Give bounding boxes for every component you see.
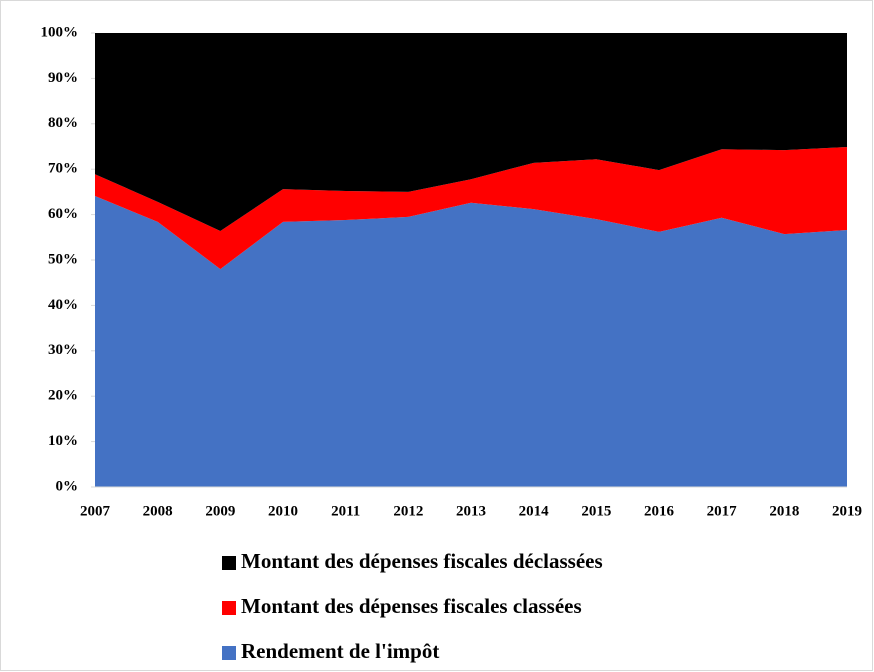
x-tick-label: 2009: [205, 503, 235, 519]
y-tick-label: 30%: [48, 342, 78, 358]
x-tick-label: 2015: [581, 503, 611, 519]
legend-label: Rendement de l'impôt: [241, 639, 439, 663]
x-tick-label: 2012: [393, 503, 423, 519]
x-tick-label: 2014: [519, 503, 550, 519]
x-tick-label: 2016: [644, 503, 675, 519]
x-tick-label: 2017: [707, 503, 738, 519]
x-tick-label: 2019: [832, 503, 862, 519]
x-tick-label: 2011: [331, 503, 360, 519]
y-tick-label: 60%: [48, 206, 78, 222]
y-tick-label: 80%: [48, 115, 78, 131]
y-tick-label: 20%: [48, 388, 78, 404]
x-tick-label: 2007: [80, 503, 111, 519]
y-tick-label: 50%: [48, 251, 78, 267]
x-tick-label: 2018: [769, 503, 799, 519]
x-tick-label: 2010: [268, 503, 298, 519]
legend-label: Montant des dépenses fiscales déclassées: [241, 549, 603, 573]
y-tick-label: 100%: [41, 24, 79, 40]
y-tick-label: 10%: [48, 433, 78, 449]
area: [95, 195, 847, 487]
y-tick-label: 90%: [48, 70, 78, 86]
y-tick-label: 40%: [48, 297, 78, 313]
x-tick-label: 2008: [143, 503, 173, 519]
x-tick-label: 2013: [456, 503, 486, 519]
y-tick-label: 0%: [56, 478, 79, 494]
y-tick-label: 70%: [48, 161, 78, 177]
area: [95, 33, 847, 231]
legend-label: Montant des dépenses fiscales classées: [241, 594, 582, 618]
area: [95, 146, 847, 270]
legend-swatch: [222, 556, 236, 570]
legend-swatch: [222, 601, 236, 615]
legend-swatch: [222, 646, 236, 660]
